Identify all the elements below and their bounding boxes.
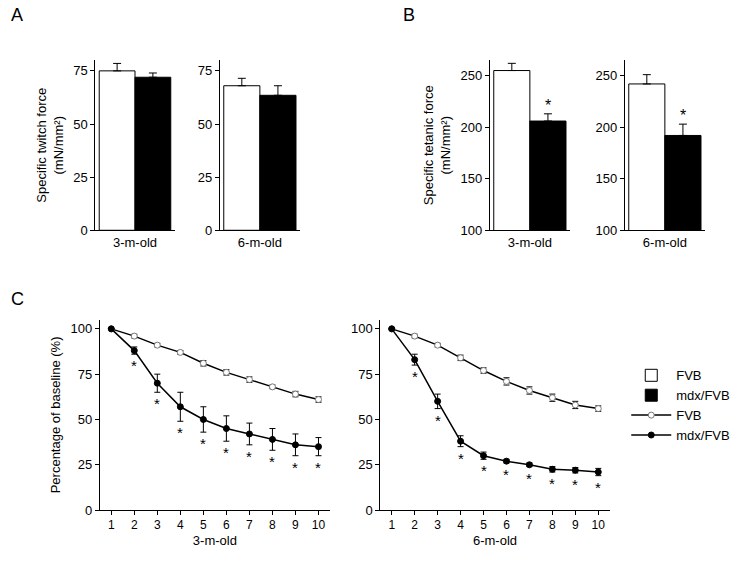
svg-text:*: * (435, 412, 441, 429)
svg-text:25: 25 (78, 457, 92, 472)
svg-text:*: * (292, 459, 298, 476)
svg-text:75: 75 (78, 367, 92, 382)
svg-text:3-m-old: 3-m-old (508, 235, 552, 250)
svg-text:6-m-old: 6-m-old (238, 235, 282, 250)
svg-text:*: * (412, 368, 418, 385)
svg-text:*: * (200, 435, 206, 452)
svg-text:200: 200 (460, 120, 482, 135)
svg-text:*: * (223, 444, 229, 461)
svg-text:25: 25 (198, 170, 212, 185)
svg-text:1: 1 (388, 518, 395, 532)
svg-text:C: C (11, 289, 24, 309)
svg-text:*: * (526, 470, 532, 487)
svg-text:50: 50 (73, 117, 87, 132)
svg-text:250: 250 (460, 68, 482, 83)
svg-text:mdx/FVB: mdx/FVB (676, 428, 729, 443)
svg-text:0: 0 (365, 503, 372, 518)
svg-text:75: 75 (198, 63, 212, 78)
svg-text:4: 4 (177, 518, 184, 532)
svg-text:FVB: FVB (676, 408, 701, 423)
svg-text:mdx/FVB: mdx/FVB (676, 388, 729, 403)
svg-text:10: 10 (312, 518, 326, 532)
svg-text:Specific tetanic force(mN/mm²): Specific tetanic force(mN/mm²) (421, 85, 453, 205)
svg-text:150: 150 (595, 171, 617, 186)
svg-text:*: * (177, 424, 183, 441)
svg-text:0: 0 (85, 503, 92, 518)
svg-text:6: 6 (503, 518, 510, 532)
svg-text:100: 100 (351, 321, 373, 336)
svg-text:*: * (269, 453, 275, 470)
svg-text:25: 25 (358, 457, 372, 472)
svg-text:8: 8 (269, 518, 276, 532)
svg-text:5: 5 (480, 518, 487, 532)
svg-text:A: A (11, 5, 23, 25)
svg-text:6-m-old: 6-m-old (643, 235, 687, 250)
svg-text:8: 8 (549, 518, 556, 532)
svg-text:150: 150 (460, 171, 482, 186)
svg-text:200: 200 (595, 120, 617, 135)
svg-text:50: 50 (78, 412, 92, 427)
svg-text:10: 10 (592, 518, 606, 532)
svg-text:3: 3 (434, 518, 441, 532)
svg-text:3-m-old: 3-m-old (193, 533, 237, 548)
svg-text:75: 75 (73, 63, 87, 78)
svg-text:*: * (154, 395, 160, 412)
svg-text:7: 7 (526, 518, 533, 532)
svg-text:100: 100 (70, 321, 92, 336)
svg-text:*: * (131, 357, 137, 374)
svg-text:2: 2 (131, 518, 138, 532)
svg-text:3-m-old: 3-m-old (113, 235, 157, 250)
svg-text:100: 100 (595, 223, 617, 238)
svg-text:2: 2 (411, 518, 418, 532)
svg-text:*: * (481, 462, 487, 479)
svg-text:7: 7 (246, 518, 253, 532)
svg-text:4: 4 (457, 518, 464, 532)
svg-text:9: 9 (292, 518, 299, 532)
svg-text:5: 5 (200, 518, 207, 532)
svg-text:*: * (458, 450, 464, 467)
svg-text:*: * (572, 476, 578, 493)
svg-text:*: * (595, 479, 601, 496)
svg-text:Specific twitch force(mN/mm²): Specific twitch force(mN/mm²) (34, 88, 66, 203)
svg-text:50: 50 (358, 412, 372, 427)
svg-text:*: * (545, 97, 551, 114)
svg-text:100: 100 (460, 223, 482, 238)
svg-text:*: * (246, 448, 252, 465)
svg-text:0: 0 (80, 223, 87, 238)
svg-text:250: 250 (595, 68, 617, 83)
svg-text:3: 3 (154, 518, 161, 532)
svg-text:6: 6 (223, 518, 230, 532)
svg-text:*: * (315, 459, 321, 476)
svg-text:*: * (503, 466, 509, 483)
svg-text:75: 75 (358, 367, 372, 382)
svg-text:1: 1 (108, 518, 115, 532)
svg-text:25: 25 (73, 170, 87, 185)
svg-text:*: * (680, 107, 686, 124)
svg-text:*: * (549, 475, 555, 492)
svg-text:B: B (403, 5, 415, 25)
svg-text:9: 9 (572, 518, 579, 532)
svg-text:Percentage of baseline (%): Percentage of baseline (%) (48, 337, 63, 494)
svg-text:6-m-old: 6-m-old (473, 533, 517, 548)
svg-text:FVB: FVB (676, 368, 701, 383)
svg-text:50: 50 (198, 117, 212, 132)
svg-text:0: 0 (205, 223, 212, 238)
